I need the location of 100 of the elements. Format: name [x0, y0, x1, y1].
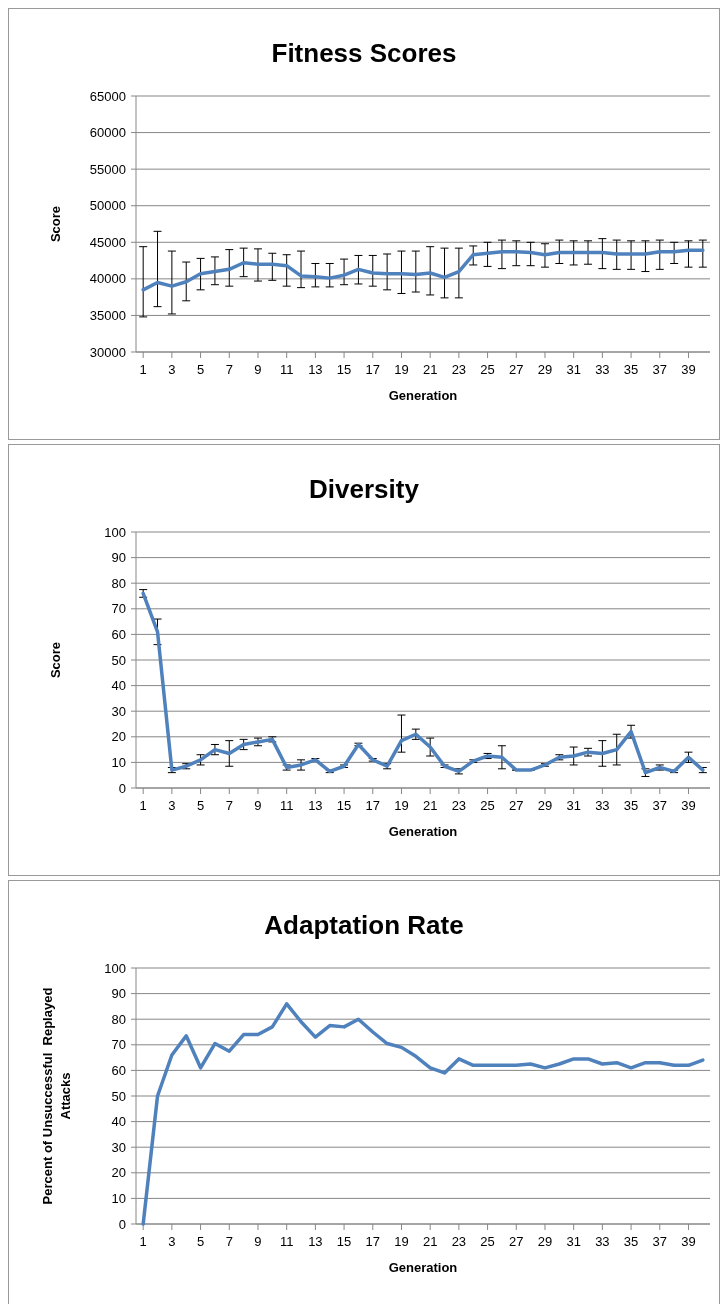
x-tick-label: 9: [254, 798, 262, 813]
x-axis-title: Generation: [388, 824, 458, 839]
y-tick-label: 60: [111, 1062, 126, 1078]
y-axis-title: Percent of Unsuccessful Replayed Attacks: [40, 987, 73, 1205]
y-tick-label: 20: [111, 1165, 126, 1181]
x-tick-label: 35: [623, 362, 639, 377]
y-tick-label: 30: [111, 1139, 126, 1155]
x-tick-label: 15: [336, 1234, 352, 1249]
x-tick-label: 7: [225, 362, 233, 377]
x-tick-label: 27: [509, 1234, 524, 1249]
y-tick-label: 100: [104, 524, 126, 540]
y-tick-label: 90: [111, 550, 126, 566]
x-tick-label: 39: [681, 1234, 696, 1249]
x-tick-label: 31: [566, 362, 581, 377]
y-tick-label: 40: [111, 678, 126, 694]
y-tick-label: 10: [111, 1190, 126, 1206]
x-tick-label: 17: [365, 362, 381, 377]
x-tick-label: 23: [451, 798, 467, 813]
x-tick-label: 11: [279, 362, 294, 377]
y-axis-title: Score: [48, 641, 63, 679]
x-tick-label: 27: [509, 362, 524, 377]
x-axis-title: Generation: [388, 388, 458, 403]
line-series: [141, 248, 705, 292]
x-tick-label: 37: [652, 798, 668, 813]
x-tick-label: 11: [279, 1234, 294, 1249]
x-axis-title: Generation: [388, 1260, 458, 1275]
y-tick-label: 30000: [89, 344, 126, 360]
x-tick-label: 37: [652, 362, 668, 377]
y-tick-label: 55000: [89, 161, 126, 177]
y-tick-label: 40000: [89, 271, 126, 287]
y-tick-label: 60: [111, 626, 126, 642]
y-tick-label: 0: [118, 780, 126, 796]
x-tick-label: 3: [168, 1234, 176, 1249]
x-tick-label: 13: [308, 798, 323, 813]
x-tick-label: 5: [196, 362, 205, 377]
y-tick-label: 50000: [89, 198, 126, 214]
x-tick-label: 35: [623, 798, 639, 813]
x-tick-label: 23: [451, 1234, 467, 1249]
chart-title: Fitness Scores: [271, 38, 457, 68]
x-tick-label: 29: [537, 362, 553, 377]
x-tick-label: 21: [422, 362, 438, 377]
y-tick-label: 80: [111, 575, 126, 591]
x-tick-label: 29: [537, 1234, 553, 1249]
x-tick-label: 7: [225, 798, 233, 813]
y-tick-label: 35000: [89, 307, 126, 323]
x-tick-label: 3: [168, 362, 176, 377]
x-tick-label: 17: [365, 1234, 381, 1249]
y-tick-label: 40: [111, 1114, 126, 1130]
x-tick-label: 1: [139, 798, 147, 813]
y-tick-label: 80: [111, 1011, 126, 1027]
x-tick-label: 9: [254, 362, 262, 377]
y-tick-label: 60000: [89, 125, 126, 141]
x-tick-label: 23: [451, 362, 467, 377]
x-tick-label: 19: [394, 1234, 409, 1249]
x-tick-label: 11: [279, 798, 294, 813]
y-axis-title: Score: [48, 205, 63, 243]
y-tick-label: 30: [111, 703, 126, 719]
x-tick-label: 21: [422, 798, 438, 813]
x-tick-label: 9: [254, 1234, 262, 1249]
y-tick-label: 50: [111, 1088, 126, 1104]
x-tick-label: 19: [394, 798, 409, 813]
x-tick-label: 3: [168, 798, 176, 813]
x-tick-label: 35: [623, 1234, 639, 1249]
x-tick-label: 33: [595, 1234, 610, 1249]
x-tick-label: 15: [336, 362, 352, 377]
x-tick-label: 39: [681, 362, 696, 377]
line-series: [141, 591, 705, 775]
x-tick-label: 13: [308, 1234, 323, 1249]
x-tick-label: 27: [509, 798, 524, 813]
x-tick-label: 33: [595, 362, 610, 377]
x-tick-label: 25: [480, 1234, 495, 1249]
x-tick-label: 15: [336, 798, 352, 813]
y-tick-label: 100: [104, 960, 126, 976]
line-series: [141, 1002, 705, 1226]
y-tick-label: 20: [111, 729, 126, 745]
y-tick-label: 10: [111, 754, 126, 770]
chart-title: Adaptation Rate: [264, 910, 464, 940]
x-tick-label: 31: [566, 798, 581, 813]
x-tick-label: 17: [365, 798, 381, 813]
x-tick-label: 21: [422, 1234, 438, 1249]
y-tick-label: 45000: [89, 234, 126, 250]
y-tick-label: 50: [111, 652, 126, 668]
y-tick-label: 90: [111, 986, 126, 1002]
y-tick-label: 70: [111, 1037, 126, 1053]
x-tick-label: 5: [196, 1234, 205, 1249]
x-tick-label: 39: [681, 798, 696, 813]
chart-title: Diversity: [309, 474, 420, 504]
x-tick-label: 31: [566, 1234, 581, 1249]
x-tick-label: 7: [225, 1234, 233, 1249]
x-tick-label: 13: [308, 362, 323, 377]
x-tick-label: 37: [652, 1234, 668, 1249]
y-tick-label: 0: [118, 1216, 126, 1232]
x-tick-label: 5: [196, 798, 205, 813]
y-tick-label: 65000: [89, 88, 126, 104]
x-tick-label: 1: [139, 362, 147, 377]
x-tick-label: 25: [480, 798, 495, 813]
y-tick-label: 70: [111, 601, 126, 617]
x-tick-label: 33: [595, 798, 610, 813]
x-tick-label: 19: [394, 362, 409, 377]
x-tick-label: 25: [480, 362, 495, 377]
